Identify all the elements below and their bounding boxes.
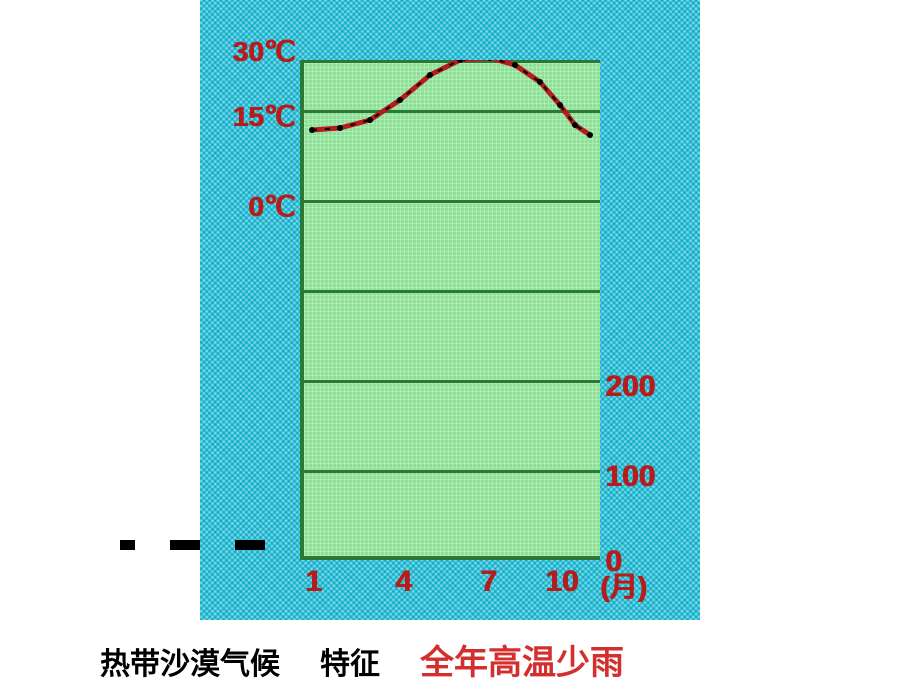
caption-row: 热带沙漠气候 特征 全年高温少雨	[100, 635, 624, 684]
month-unit: (月)	[600, 565, 647, 605]
climate-chart: 30℃ 15℃ 0℃ 200 100 0 1 4 7 10 (月)	[200, 0, 700, 620]
dash-mark	[235, 540, 265, 550]
gridline	[304, 290, 600, 293]
gridline	[304, 470, 600, 473]
month-tick-4: 4	[395, 565, 412, 599]
month-tick-7: 7	[480, 565, 497, 599]
precip-tick-200: 200	[605, 370, 655, 404]
climate-type-label: 热带沙漠气候	[100, 639, 280, 683]
gridline	[304, 60, 600, 63]
plot-area	[300, 60, 600, 560]
temp-tick-0: 0℃	[248, 190, 295, 223]
feature-text: 全年高温少雨	[420, 635, 624, 684]
dash-mark	[170, 540, 200, 550]
month-tick-10: 10	[545, 565, 578, 599]
gridline	[304, 110, 600, 113]
gridline	[304, 380, 600, 383]
feature-label: 特征	[320, 639, 380, 683]
gridline	[304, 200, 600, 203]
temp-tick-15: 15℃	[232, 100, 295, 133]
month-tick-1: 1	[305, 565, 322, 599]
temp-tick-30: 30℃	[232, 35, 295, 68]
dash-marks	[120, 540, 265, 550]
dash-mark	[120, 540, 135, 550]
precip-tick-100: 100	[605, 460, 655, 494]
